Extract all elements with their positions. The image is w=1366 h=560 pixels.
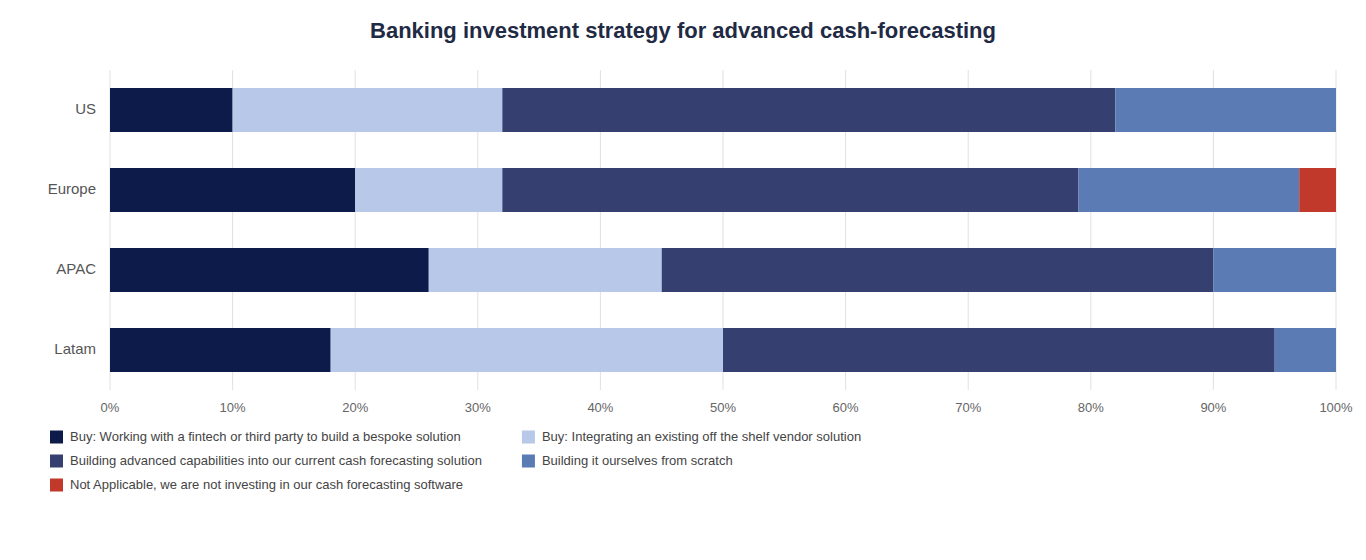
bar-segment: Latam — Buy: Integrating an existing off… xyxy=(331,328,723,372)
chart: Banking investment strategy for advanced… xyxy=(0,0,1366,560)
bar-segment: Europe — Building it ourselves from scra… xyxy=(1079,168,1300,212)
legend-swatch xyxy=(50,455,63,468)
tick-label: 0% xyxy=(101,400,120,415)
bar-segment: Europe — Buy: Integrating an existing of… xyxy=(355,168,502,212)
tick-label: 80% xyxy=(1078,400,1104,415)
legend-swatch xyxy=(522,455,535,468)
bar-segment: Europe — Buy: Working with a fintech or … xyxy=(110,168,355,212)
bar-segment: Latam — Building it ourselves from scrat… xyxy=(1275,328,1336,372)
bar-segment: US — Building it ourselves from scratch:… xyxy=(1115,88,1336,132)
tick-label: 50% xyxy=(710,400,736,415)
bar-segment: US — Not Applicable, we are not investin… xyxy=(1336,88,1337,132)
bar-segment: US — Buy: Working with a fintech or thir… xyxy=(110,88,233,132)
tick-label: 20% xyxy=(342,400,368,415)
legend-label: Building it ourselves from scratch xyxy=(542,453,733,468)
tick-label: 40% xyxy=(587,400,613,415)
legend-item: Building advanced capabilities into our … xyxy=(50,453,482,468)
category-label: Europe xyxy=(48,180,96,197)
bar-segment: APAC — Not Applicable, we are not invest… xyxy=(1336,248,1337,292)
bars: US — Buy: Working with a fintech or thir… xyxy=(110,88,1336,372)
category-label: Latam xyxy=(54,340,96,357)
legend-swatch xyxy=(50,479,63,492)
tick-label: 60% xyxy=(833,400,859,415)
tick-label: 90% xyxy=(1200,400,1226,415)
legend-item: Buy: Integrating an existing off the she… xyxy=(522,429,861,444)
legend: Buy: Working with a fintech or third par… xyxy=(50,429,861,492)
category-label: APAC xyxy=(56,260,96,277)
legend-item: Building it ourselves from scratch xyxy=(522,453,733,468)
tick-label: 10% xyxy=(220,400,246,415)
bar-segment: Latam — Not Applicable, we are not inves… xyxy=(1336,328,1337,372)
bar-segment: US — Buy: Integrating an existing off th… xyxy=(233,88,503,132)
bar-segment: US — Building advanced capabilities into… xyxy=(502,88,1115,132)
tick-label: 30% xyxy=(465,400,491,415)
legend-swatch xyxy=(522,431,535,444)
legend-swatch xyxy=(50,431,63,444)
legend-item: Not Applicable, we are not investing in … xyxy=(50,477,463,492)
bar-segment: APAC — Buy: Working with a fintech or th… xyxy=(110,248,429,292)
legend-label: Buy: Integrating an existing off the she… xyxy=(542,429,861,444)
legend-label: Not Applicable, we are not investing in … xyxy=(70,477,463,492)
bar-segment: APAC — Buy: Integrating an existing off … xyxy=(429,248,662,292)
tick-label: 100% xyxy=(1319,400,1353,415)
bar-segment: Latam — Buy: Working with a fintech or t… xyxy=(110,328,331,372)
bar-segment: Europe — Building advanced capabilities … xyxy=(502,168,1078,212)
bar-segment: Europe — Not Applicable, we are not inve… xyxy=(1299,168,1336,212)
legend-item: Buy: Working with a fintech or third par… xyxy=(50,429,461,444)
bar-segment: APAC — Building advanced capabilities in… xyxy=(662,248,1214,292)
tick-label: 70% xyxy=(955,400,981,415)
legend-label: Building advanced capabilities into our … xyxy=(70,453,482,468)
bar-segment: APAC — Building it ourselves from scratc… xyxy=(1213,248,1336,292)
category-label: US xyxy=(75,100,96,117)
bar-segment: Latam — Building advanced capabilities i… xyxy=(723,328,1275,372)
grid xyxy=(110,70,1336,390)
title: Banking investment strategy for advanced… xyxy=(370,18,996,43)
legend-label: Buy: Working with a fintech or third par… xyxy=(70,429,461,444)
